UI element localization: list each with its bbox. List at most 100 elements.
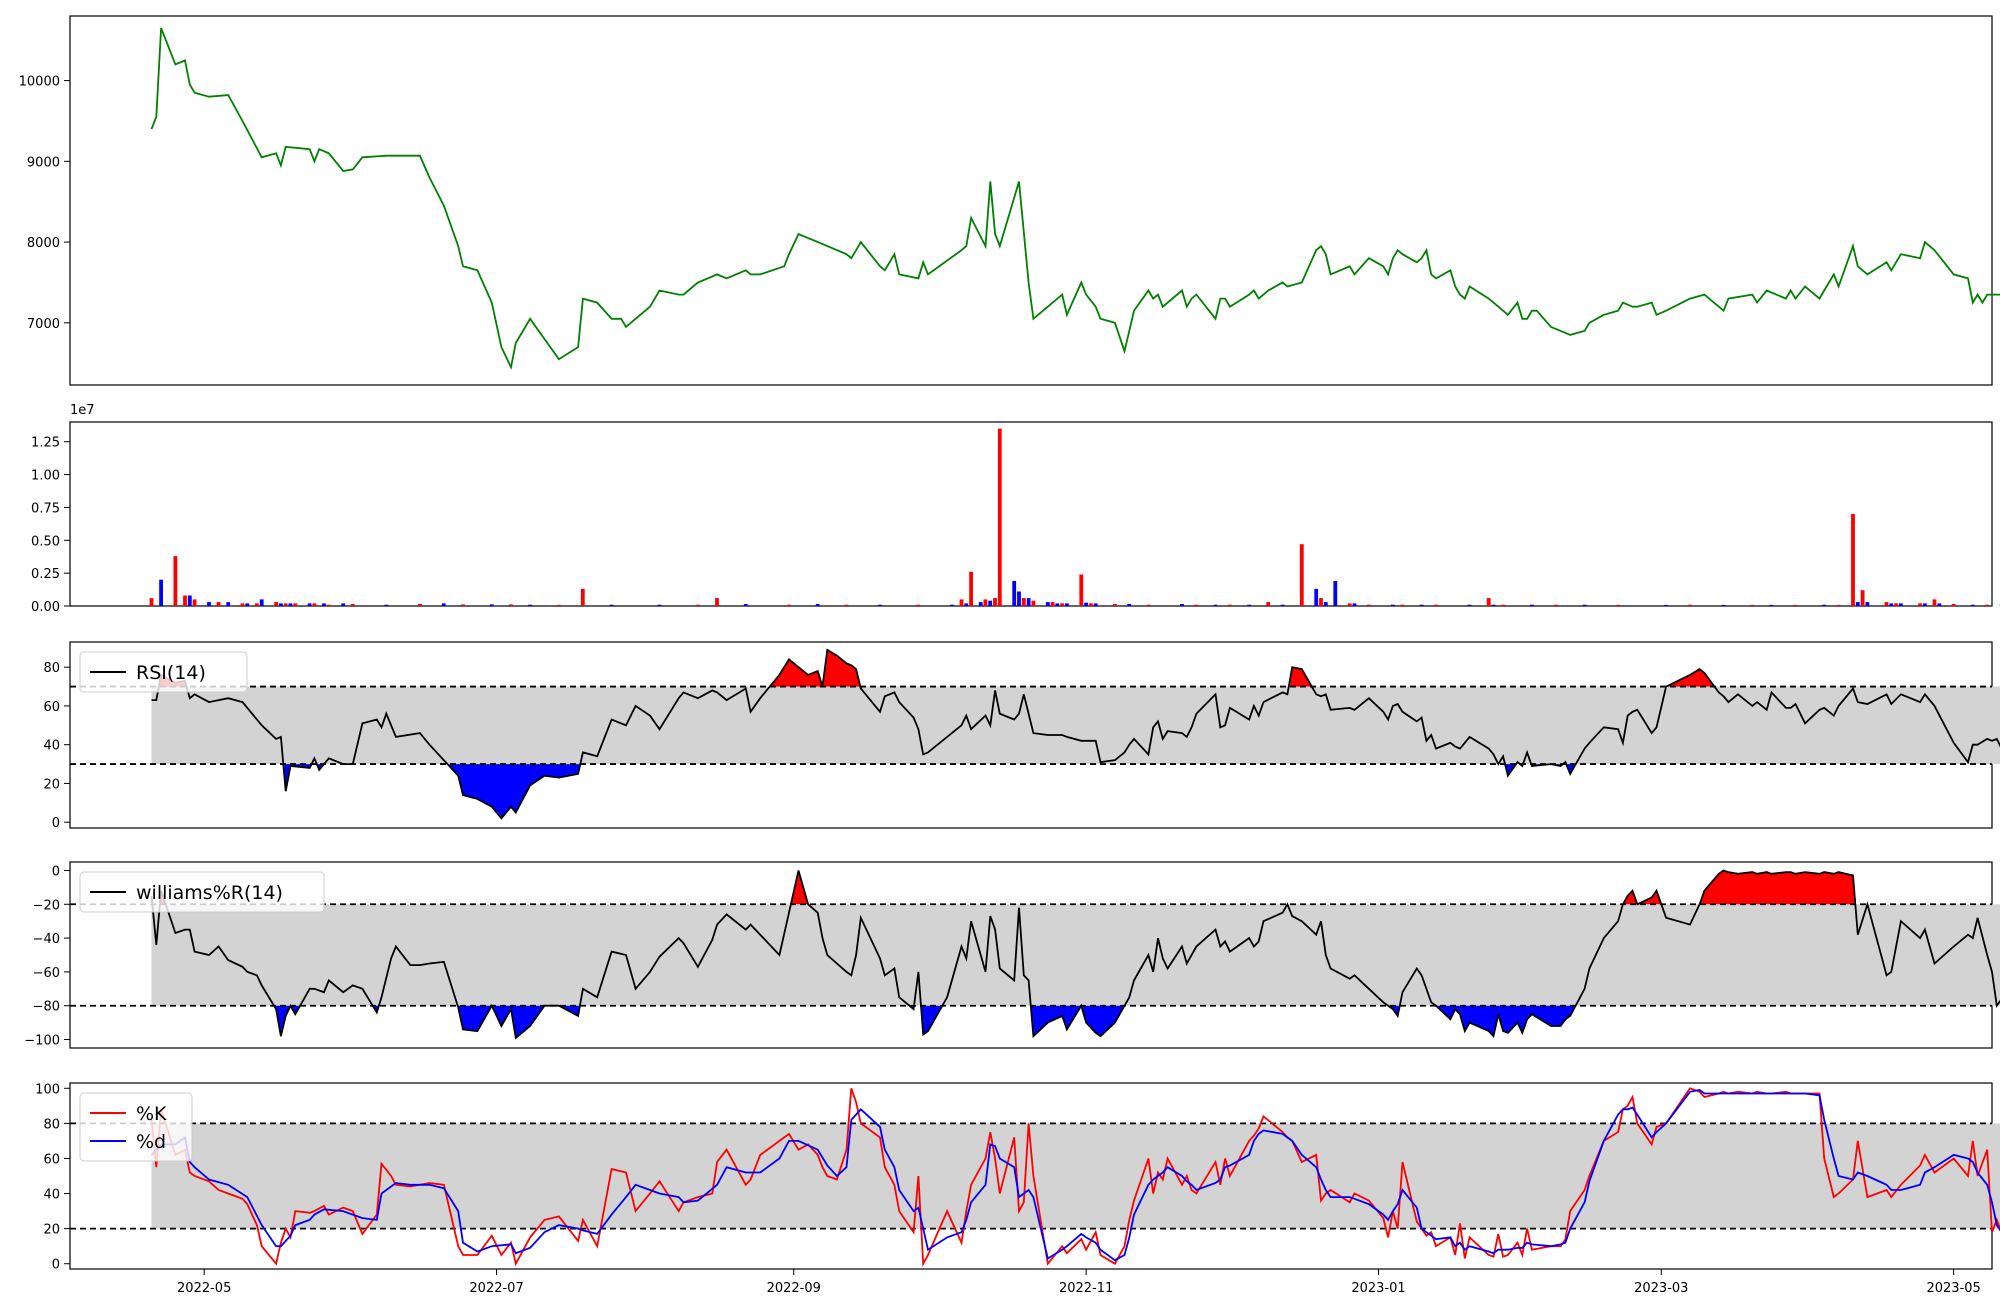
volume-bar xyxy=(1616,605,1620,606)
volume-bar xyxy=(1266,602,1270,606)
volume-ytick-label: 0.00 xyxy=(31,600,60,615)
volume-bar xyxy=(207,602,211,606)
volume-bar xyxy=(1468,605,1472,606)
rsi-ytick-label: 0 xyxy=(52,816,60,831)
volume-bar xyxy=(1918,603,1922,606)
volume-bar xyxy=(1851,514,1855,606)
price-ytick-label: 7000 xyxy=(27,317,60,332)
williams-ytick-label: −60 xyxy=(33,966,60,981)
volume-bar xyxy=(418,604,422,606)
volume-bar xyxy=(1420,605,1424,606)
xtick-label: 2022-07 xyxy=(469,1281,523,1296)
volume-panel-frame xyxy=(70,422,1992,606)
williams-neutral-band xyxy=(151,904,2000,1005)
volume-bar xyxy=(159,580,163,606)
volume-bar xyxy=(313,603,317,606)
volume-ytick-label: 1.00 xyxy=(31,469,60,484)
volume-bar xyxy=(1247,605,1251,606)
price-line xyxy=(152,28,2000,367)
volume-bar xyxy=(1032,601,1036,606)
volume-bar xyxy=(1794,605,1798,606)
volume-bar xyxy=(787,605,791,606)
price-ytick-label: 8000 xyxy=(27,236,60,251)
volume-bar xyxy=(988,601,992,606)
volume-bar xyxy=(1055,603,1059,606)
volume-bar xyxy=(610,605,614,606)
volume-bar xyxy=(1750,605,1754,606)
volume-bar xyxy=(984,599,988,606)
volume-bar xyxy=(1971,605,1975,606)
stochastic-ytick-label: 100 xyxy=(35,1082,60,1097)
volume-ytick-label: 0.50 xyxy=(31,534,60,549)
volume-bar xyxy=(993,598,997,606)
volume-bar xyxy=(1089,603,1093,606)
volume-bar xyxy=(1060,603,1064,606)
volume-ytick-label: 1.25 xyxy=(31,436,60,451)
volume-bar xyxy=(1079,575,1083,607)
volume-bar xyxy=(322,603,326,606)
volume-bar xyxy=(1017,592,1021,607)
volume-bar xyxy=(878,605,882,606)
volume-bar xyxy=(1012,581,1016,606)
volume-bar xyxy=(1214,605,1218,606)
volume-bar xyxy=(1324,602,1328,606)
volume-bar xyxy=(174,556,178,606)
volume-bar xyxy=(744,604,748,606)
volume-bar xyxy=(1022,598,1026,606)
stochastic-legend: %K%d xyxy=(80,1093,192,1161)
volume-ytick-label: 0.75 xyxy=(31,501,60,516)
rsi-legend-label: RSI(14) xyxy=(136,662,206,684)
williams-legend-label: williams%R(14) xyxy=(136,882,283,904)
williams-oversold-area xyxy=(922,1006,941,1035)
stochastic-neutral-band xyxy=(151,1123,2000,1228)
stochastic-ytick-label: 0 xyxy=(52,1258,60,1273)
volume-bar xyxy=(1348,603,1352,606)
volume-bar xyxy=(1180,604,1184,606)
stochastic-ytick-label: 40 xyxy=(43,1188,60,1203)
volume-bar xyxy=(1554,605,1558,606)
volume-bar xyxy=(1353,603,1357,606)
volume-bar xyxy=(1065,603,1069,606)
volume-bar xyxy=(1487,598,1491,606)
volume-bar xyxy=(442,603,446,606)
price-ytick-label: 10000 xyxy=(19,75,60,90)
volume-exponent-label: 1e7 xyxy=(70,403,95,418)
volume-bar xyxy=(960,599,964,606)
volume-bar xyxy=(293,603,297,606)
rsi-ytick-label: 40 xyxy=(43,739,60,754)
volume-bar xyxy=(557,605,561,606)
price-panel-frame xyxy=(70,16,1992,385)
volume-bar xyxy=(1889,603,1893,606)
volume-bar xyxy=(1401,605,1405,606)
volume-bar xyxy=(183,596,187,607)
volume-bar xyxy=(528,605,532,606)
volume-bar xyxy=(845,605,849,606)
xtick-label: 2023-05 xyxy=(1926,1281,1980,1296)
volume-bar xyxy=(1722,605,1726,606)
volume-bar xyxy=(1127,604,1131,606)
volume-bar xyxy=(964,603,968,606)
volume-bar xyxy=(1837,605,1841,606)
volume-bar xyxy=(1688,605,1692,606)
volume-bar xyxy=(581,589,585,606)
volume-bar xyxy=(1391,605,1395,606)
volume-bar xyxy=(217,602,221,606)
volume-bar xyxy=(341,603,345,606)
volume-bar xyxy=(1492,605,1496,606)
volume-bar xyxy=(150,598,154,606)
volume-bar xyxy=(950,605,954,606)
volume-bar xyxy=(1300,544,1304,606)
volume-bar xyxy=(1051,602,1055,606)
volume-bar xyxy=(1094,603,1098,606)
volume-bar xyxy=(284,603,288,606)
volume-bar xyxy=(260,599,264,606)
volume-bar xyxy=(1923,603,1927,606)
volume-bar xyxy=(1866,602,1870,606)
volume-bar xyxy=(1501,605,1505,606)
volume-bar xyxy=(715,598,719,606)
volume-bar xyxy=(327,605,331,606)
volume-bar xyxy=(1530,605,1534,606)
volume-bar xyxy=(1822,605,1826,606)
volume-bar xyxy=(1861,590,1865,606)
